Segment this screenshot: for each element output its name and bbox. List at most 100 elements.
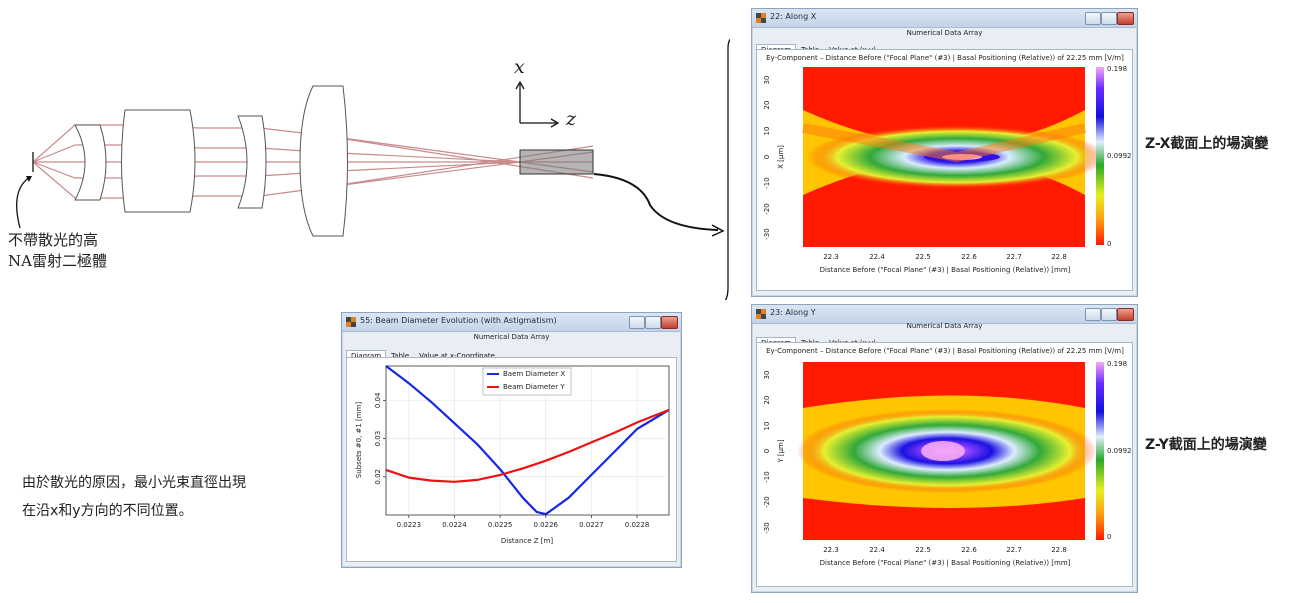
- svg-text:22.6: 22.6: [961, 546, 977, 554]
- svg-text:20: 20: [763, 101, 771, 110]
- svg-text:-10: -10: [763, 471, 771, 482]
- svg-text:0: 0: [1107, 533, 1111, 541]
- window-along-x[interactable]: 22: Along X Numerical Data Array Diagram…: [751, 8, 1138, 297]
- lens-4: [299, 85, 348, 237]
- svg-text:22.4: 22.4: [869, 546, 885, 554]
- x-tick-label: 0.0224: [442, 521, 467, 529]
- svg-text:0.198: 0.198: [1107, 65, 1127, 73]
- y-axis-label: Subsets #0, #1 [mm]: [355, 402, 363, 479]
- astigmatism-note-line1: 由於散光的原因，最小光束直徑出現: [22, 475, 246, 491]
- diagram-panel: 0.0223 0.0224 0.0225 0.0226 0.0227 0.0228 0.02…: [346, 357, 677, 562]
- svg-text:-20: -20: [763, 496, 771, 507]
- minimize-button[interactable]: [1085, 12, 1101, 25]
- window-titlebar[interactable]: 55: Beam Diameter Evolution (with Astigm…: [342, 313, 681, 332]
- window-along-y[interactable]: 23: Along Y Numerical Data Array Diagram…: [751, 304, 1138, 593]
- close-button[interactable]: [661, 316, 678, 329]
- maximize-button[interactable]: [1101, 308, 1117, 321]
- y-axis-label: Y [µm]: [777, 439, 785, 464]
- brace: [724, 38, 730, 300]
- legend-item-x: Baem Diameter X: [503, 370, 565, 378]
- svg-text:-30: -30: [763, 228, 771, 239]
- svg-text:20: 20: [763, 396, 771, 405]
- window-title: 23: Along Y: [770, 308, 816, 317]
- x-tick-label: 0.0227: [579, 521, 604, 529]
- axis-z-label: z: [566, 108, 577, 130]
- axis-indicator: [515, 80, 560, 128]
- x-tick-label: 0.0226: [534, 521, 559, 529]
- svg-text:0: 0: [1107, 240, 1111, 248]
- beam-diameter-chart: 0.0223 0.0224 0.0225 0.0226 0.0227 0.0228 0.02…: [355, 365, 670, 545]
- svg-text:22.3: 22.3: [823, 546, 839, 554]
- x-tick-label: 0.0225: [488, 521, 513, 529]
- svg-text:22.4: 22.4: [869, 253, 885, 261]
- astigmatism-note-line2: 在沿x和y方向的不同位置。: [22, 503, 193, 519]
- y-tick-label: 0.03: [374, 431, 382, 447]
- y-axis-label: X [µm]: [777, 145, 785, 169]
- window-subtitle: Numerical Data Array: [906, 29, 983, 37]
- app-icon: [756, 309, 766, 319]
- svg-text:22.8: 22.8: [1051, 546, 1067, 554]
- window-subtitle: Numerical Data Array: [906, 322, 983, 330]
- svg-text:22.3: 22.3: [823, 253, 839, 261]
- leader-arrow-to-source: [16, 176, 31, 229]
- diagram-panel: Ey-Component – Distance Before ("Focal P…: [756, 342, 1133, 587]
- plot-title: Ey-Component – Distance Before ("Focal P…: [766, 347, 1124, 355]
- focal-region-box: [519, 149, 594, 175]
- field-heatmap-y: Ey-Component – Distance Before ("Focal P…: [763, 347, 1132, 567]
- zy-section-label: Z-Y截面上的場演變: [1145, 437, 1267, 453]
- y-tick-label: 0.02: [374, 469, 382, 485]
- window-subtitle: Numerical Data Array: [473, 333, 550, 341]
- zx-section-label: Z-X截面上的場演變: [1145, 136, 1269, 152]
- x-tick-label: 0.0223: [397, 521, 422, 529]
- meniscus-lens-1: [74, 124, 107, 201]
- svg-text:10: 10: [763, 127, 771, 136]
- lens-2: [121, 109, 196, 213]
- svg-text:22.5: 22.5: [915, 546, 931, 554]
- series-line-x: [385, 365, 670, 516]
- svg-text:10: 10: [763, 422, 771, 431]
- diagram-panel: Ey-Component – Distance Before ("Focal P…: [756, 49, 1133, 291]
- svg-text:22.5: 22.5: [915, 253, 931, 261]
- source-caption-line1: 不帶散光的高: [8, 231, 99, 249]
- maximize-button[interactable]: [645, 316, 661, 329]
- svg-text:30: 30: [763, 76, 771, 85]
- series-line-y: [385, 408, 670, 483]
- svg-text:22.7: 22.7: [1006, 546, 1022, 554]
- tab-table[interactable]: Table: [391, 352, 410, 360]
- meniscus-lens-3: [237, 115, 267, 209]
- svg-text:-30: -30: [763, 522, 771, 533]
- colorbar: [1096, 362, 1104, 540]
- close-button[interactable]: [1117, 12, 1134, 25]
- svg-text:30: 30: [763, 371, 771, 380]
- svg-text:22.6: 22.6: [961, 253, 977, 261]
- window-title: 55: Beam Diameter Evolution (with Astigm…: [360, 316, 557, 325]
- source-caption-line2: NA雷射二極體: [8, 252, 107, 270]
- maximize-button[interactable]: [1101, 12, 1117, 25]
- svg-text:22.8: 22.8: [1051, 253, 1067, 261]
- svg-text:0.0992: 0.0992: [1107, 447, 1132, 455]
- svg-text:22.7: 22.7: [1006, 253, 1022, 261]
- x-tick-label: 0.0228: [625, 521, 650, 529]
- colorbar: [1096, 67, 1104, 245]
- window-beam-diameter[interactable]: 55: Beam Diameter Evolution (with Astigm…: [341, 312, 682, 568]
- svg-text:-20: -20: [763, 203, 771, 214]
- window-titlebar[interactable]: 23: Along Y: [752, 305, 1137, 324]
- app-icon: [346, 317, 356, 327]
- minimize-button[interactable]: [629, 316, 645, 329]
- svg-text:0: 0: [763, 449, 771, 453]
- tab-value-at-x[interactable]: Value at x-Coordinate: [419, 352, 495, 360]
- y-tick-label: 0.04: [374, 392, 382, 408]
- close-button[interactable]: [1117, 308, 1134, 321]
- legend-item-y: Beam Diameter Y: [503, 383, 565, 391]
- axis-x-label: x: [514, 56, 525, 78]
- x-axis-label: Distance Before ("Focal Plane" (#3) | Ba…: [820, 559, 1071, 567]
- plot-title: Ey-Component – Distance Before ("Focal P…: [766, 54, 1124, 62]
- svg-text:-10: -10: [763, 177, 771, 188]
- minimize-button[interactable]: [1085, 308, 1101, 321]
- svg-text:0: 0: [763, 155, 771, 159]
- window-title: 22: Along X: [770, 12, 817, 21]
- x-axis-label: Distance Z [m]: [501, 537, 553, 545]
- svg-text:0.198: 0.198: [1107, 360, 1127, 368]
- svg-text:0.0992: 0.0992: [1107, 152, 1132, 160]
- window-titlebar[interactable]: 22: Along X: [752, 9, 1137, 28]
